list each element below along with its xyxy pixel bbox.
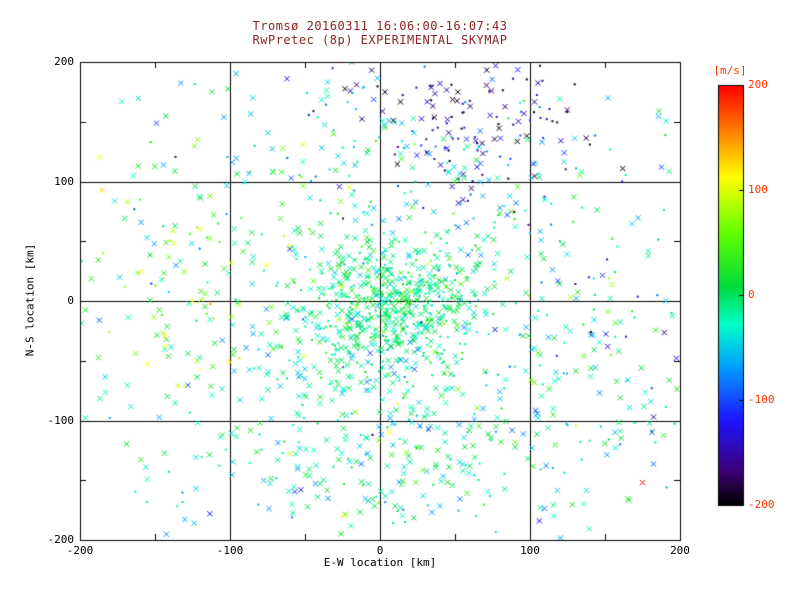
- y-tick-label: -100: [47, 413, 75, 427]
- x-tick-label: -200: [66, 544, 94, 557]
- x-axis-label: E-W location [km]: [323, 556, 437, 569]
- x-tick-label: 100: [520, 544, 540, 557]
- y-tick-label: 0: [67, 294, 74, 307]
- colorbar-title: [m/s]: [713, 64, 747, 77]
- y-tick-label: 100: [54, 174, 74, 188]
- colorbar-tick-label: 200: [748, 78, 768, 91]
- plot-subtitle: RwPretec (8p) EXPERIMENTAL SKYMAP: [252, 33, 508, 47]
- x-tick-label: 200: [670, 544, 690, 557]
- colorbar-tick-label: 100: [748, 183, 768, 196]
- y-tick-label: -200: [47, 533, 75, 546]
- x-tick-label: -100: [216, 544, 244, 557]
- plot-title: Tromsø 20160311 16:06:00-16:07:43: [252, 19, 508, 33]
- colorbar-tick-label: 0: [748, 288, 755, 301]
- colorbar-tick-label: -200: [748, 498, 775, 511]
- colorbar-tick-label: -100: [748, 393, 775, 406]
- y-tick-label: 200: [54, 55, 74, 68]
- x-tick-label: 0: [376, 544, 384, 557]
